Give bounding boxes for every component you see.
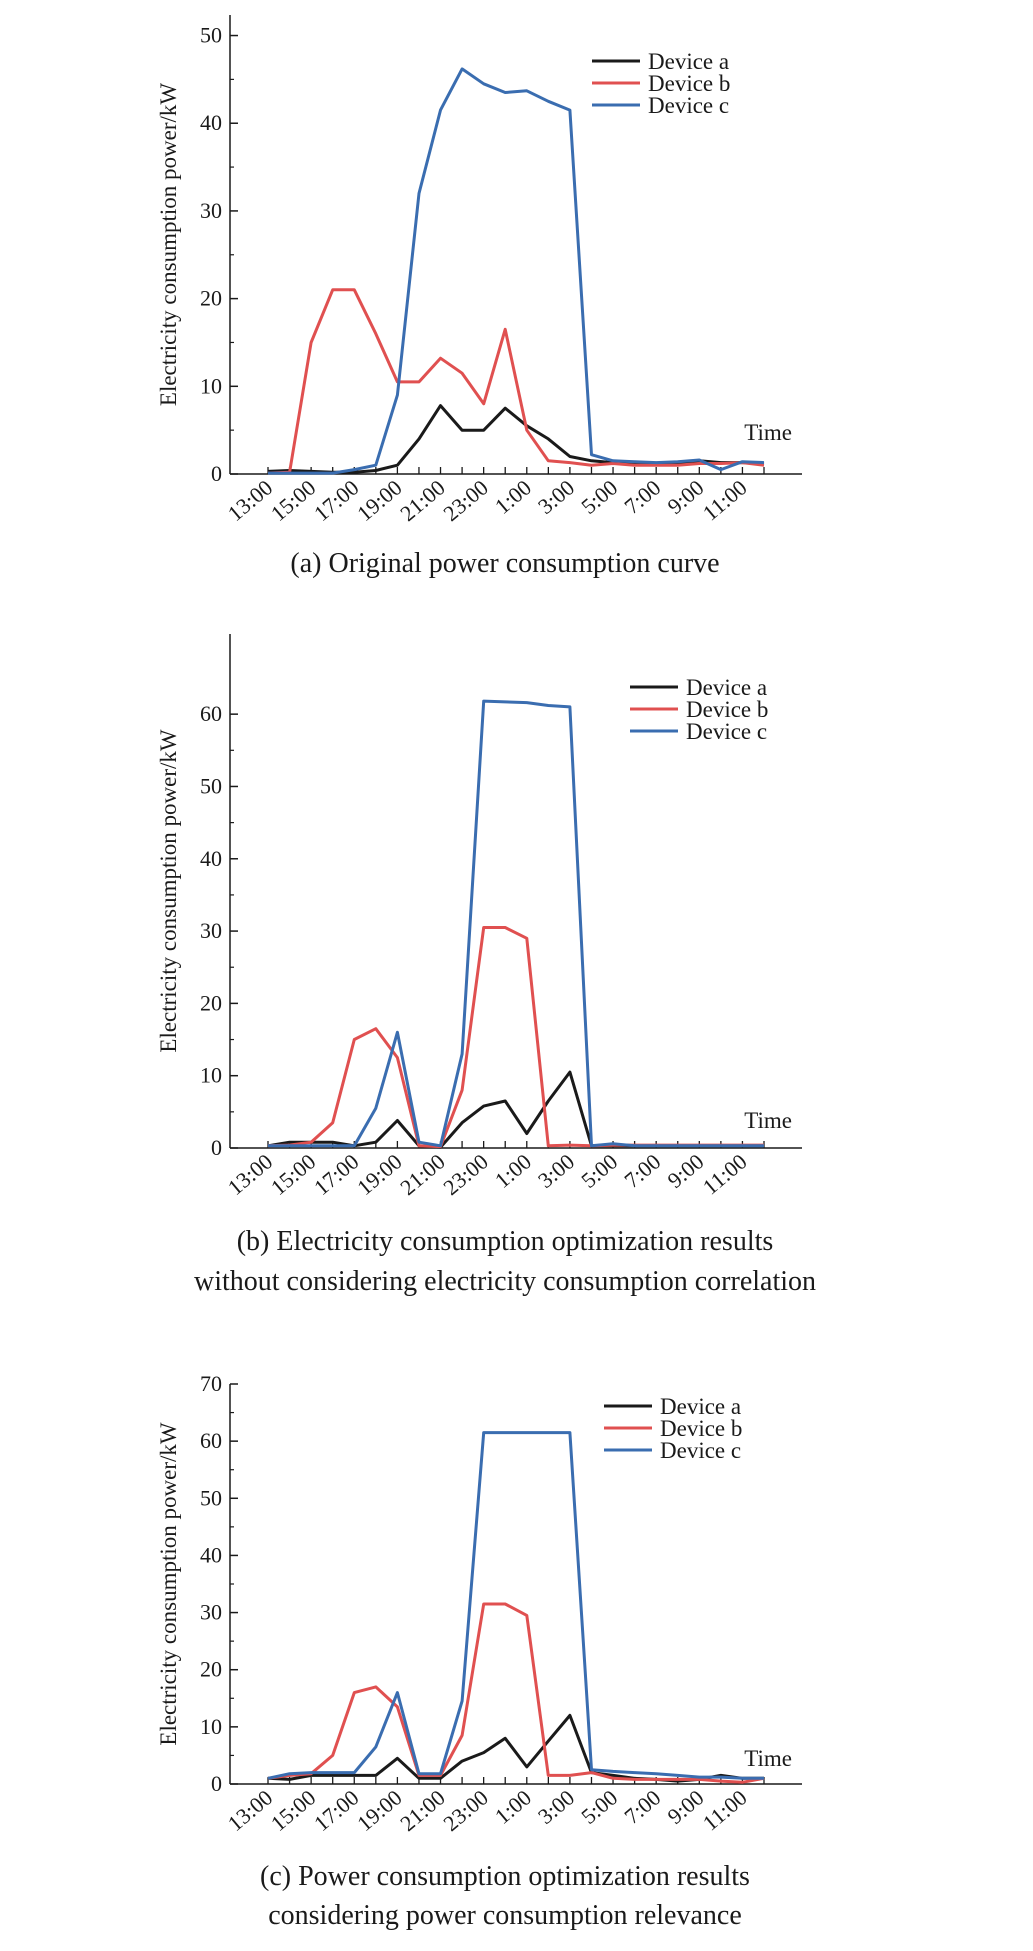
y-tick-label: 30 bbox=[200, 198, 222, 223]
y-tick-label: 40 bbox=[200, 110, 222, 135]
x-tick-label: 23:00 bbox=[438, 1149, 492, 1200]
x-tick-label: 15:00 bbox=[266, 1785, 320, 1836]
x-tick-label: 21:00 bbox=[395, 475, 449, 526]
x-tick-label: 17:00 bbox=[309, 475, 363, 526]
series-line-device-c bbox=[268, 67, 765, 475]
series-line-device-b bbox=[267, 1602, 765, 1784]
x-tick-label: 15:00 bbox=[266, 1149, 320, 1200]
x-tick-label: 11:00 bbox=[698, 1785, 752, 1836]
y-tick-label: 50 bbox=[200, 23, 222, 48]
y-axis-title: Electricity consumption power/kW bbox=[156, 83, 181, 406]
chart-caption: (b) Electricity consumption optimization… bbox=[237, 1226, 774, 1257]
x-tick-label: 17:00 bbox=[309, 1149, 363, 1200]
x-axis-title: Time bbox=[744, 1108, 792, 1133]
y-tick-label: 10 bbox=[200, 1063, 222, 1088]
y-tick-label: 40 bbox=[200, 846, 222, 871]
x-tick-label: 3:00 bbox=[533, 1785, 579, 1829]
x-tick-label: 13:00 bbox=[223, 1149, 277, 1200]
x-tick-label: 23:00 bbox=[438, 475, 492, 526]
x-tick-label: 23:00 bbox=[438, 1785, 492, 1836]
x-axis-title: Time bbox=[744, 1746, 792, 1771]
series-line-device-b bbox=[267, 288, 765, 475]
x-tick-label: 11:00 bbox=[698, 1149, 752, 1200]
x-tick-label: 21:00 bbox=[395, 1785, 449, 1836]
y-axis-title: Electricity consumption power/kW bbox=[156, 729, 181, 1052]
y-tick-label: 60 bbox=[200, 1428, 222, 1453]
x-tick-label: 3:00 bbox=[533, 475, 579, 519]
chart-panel-b: 0 10 20 30 40 50 60 13:0015:0017:0019:0021:0023… bbox=[156, 634, 816, 1297]
y-tick-label: 10 bbox=[200, 1714, 222, 1739]
series-line-device-c bbox=[268, 699, 764, 1148]
y-tick-label: 60 bbox=[200, 701, 222, 726]
x-tick-label: 13:00 bbox=[223, 475, 277, 526]
x-tick-label: 7:00 bbox=[619, 1149, 665, 1193]
y-tick-label: 0 bbox=[211, 1771, 222, 1796]
y-tick-label: 50 bbox=[200, 1485, 222, 1510]
legend-label: Device c bbox=[648, 93, 729, 118]
x-tick-label: 3:00 bbox=[533, 1149, 579, 1193]
x-tick-label: 1:00 bbox=[490, 475, 536, 519]
x-tick-label: 7:00 bbox=[619, 475, 665, 519]
y-axis-title: Electricity consumption power/kW bbox=[156, 1422, 181, 1745]
y-tick-label: 20 bbox=[200, 286, 222, 311]
y-tick-label: 20 bbox=[200, 1657, 222, 1682]
x-tick-label: 7:00 bbox=[619, 1785, 665, 1829]
x-tick-label: 19:00 bbox=[352, 1785, 406, 1836]
chart-panel-a: 0 10 20 30 40 50 13:0015:0017:0019:0021:0023:0… bbox=[156, 15, 802, 579]
y-tick-label: 40 bbox=[200, 1542, 222, 1567]
series-line-device-c bbox=[267, 1431, 764, 1780]
y-tick-label: 20 bbox=[200, 990, 222, 1015]
y-tick-label: 0 bbox=[211, 1135, 222, 1160]
x-axis-title: Time bbox=[744, 420, 792, 445]
chart-caption: (a) Original power consumption curve bbox=[290, 548, 719, 579]
y-tick-label: 70 bbox=[200, 1371, 222, 1396]
legend-label: Device c bbox=[660, 1438, 741, 1463]
y-tick-label: 0 bbox=[211, 461, 222, 486]
chart-caption: without considering electricity consumpt… bbox=[194, 1266, 816, 1297]
x-tick-label: 21:00 bbox=[395, 1149, 449, 1200]
x-tick-label: 1:00 bbox=[490, 1785, 536, 1829]
legend-label: Device b bbox=[648, 71, 730, 96]
legend-label: Device c bbox=[686, 719, 767, 744]
x-tick-label: 5:00 bbox=[576, 1785, 622, 1829]
x-tick-label: 19:00 bbox=[352, 475, 406, 526]
y-tick-label: 30 bbox=[200, 1600, 222, 1625]
x-tick-label: 17:00 bbox=[309, 1785, 363, 1836]
legend-label: Device b bbox=[686, 697, 768, 722]
legend-label: Device a bbox=[660, 1394, 741, 1419]
series-line-device-b bbox=[267, 926, 764, 1149]
x-tick-label: 13:00 bbox=[223, 1785, 277, 1836]
chart-caption: considering power consumption relevance bbox=[268, 1900, 742, 1931]
legend-label: Device a bbox=[648, 49, 729, 74]
x-tick-label: 1:00 bbox=[490, 1149, 536, 1193]
x-tick-label: 19:00 bbox=[352, 1149, 406, 1200]
x-tick-label: 11:00 bbox=[698, 475, 752, 526]
x-tick-label: 5:00 bbox=[576, 475, 622, 519]
legend-label: Device b bbox=[660, 1416, 742, 1441]
y-tick-label: 30 bbox=[200, 918, 222, 943]
legend-label: Device a bbox=[686, 675, 767, 700]
y-tick-label: 50 bbox=[200, 773, 222, 798]
y-tick-label: 10 bbox=[200, 373, 222, 398]
x-tick-label: 5:00 bbox=[576, 1149, 622, 1193]
chart-caption: (c) Power consumption optimization resul… bbox=[260, 1861, 750, 1892]
chart-panel-c: 0 10 20 30 40 50 60 70 13:0015:0017:0019:0021:00… bbox=[156, 1371, 802, 1931]
x-tick-label: 15:00 bbox=[266, 475, 320, 526]
